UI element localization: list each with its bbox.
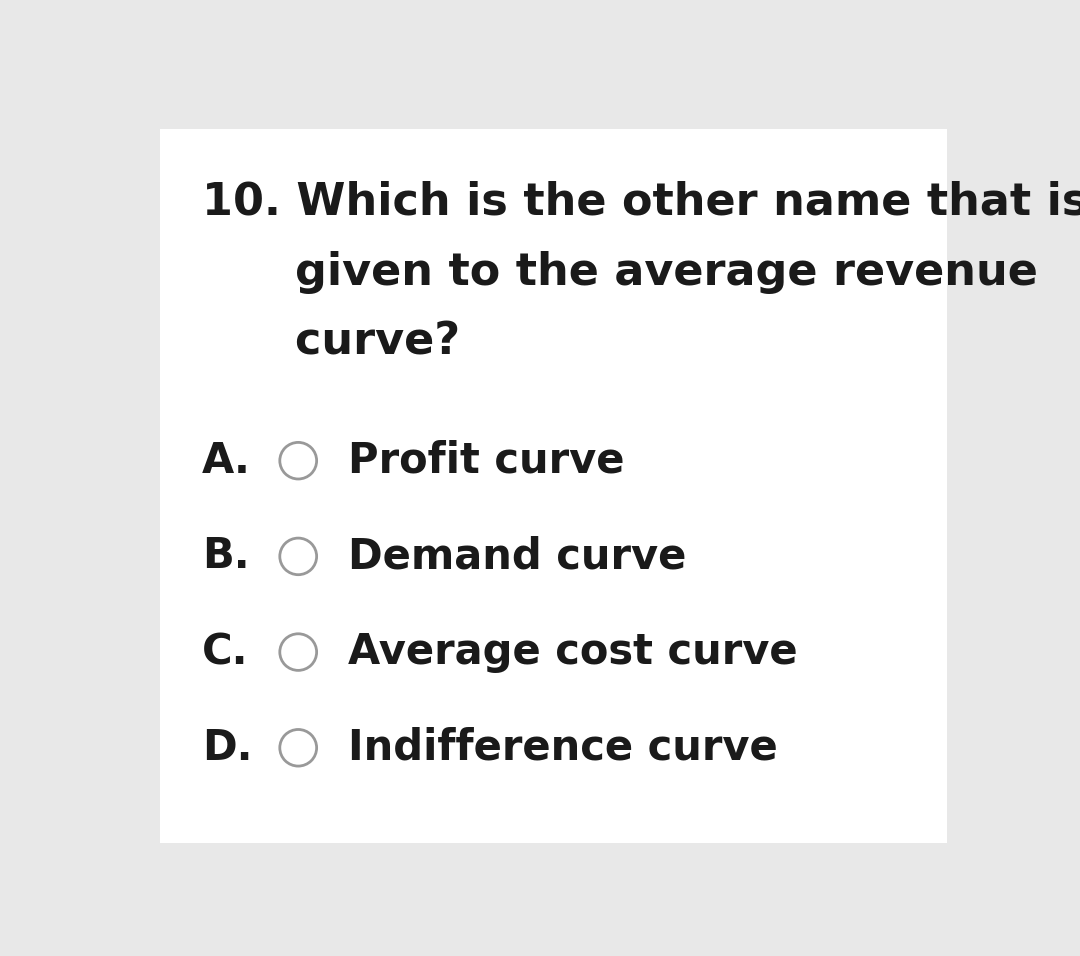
Text: curve?: curve? (202, 321, 460, 364)
FancyBboxPatch shape (160, 129, 947, 843)
Text: Average cost curve: Average cost curve (349, 631, 798, 673)
Text: C.: C. (202, 631, 248, 673)
Text: Demand curve: Demand curve (349, 535, 687, 577)
Text: Indifference curve: Indifference curve (349, 727, 779, 769)
Text: 10. Which is the other name that is: 10. Which is the other name that is (202, 181, 1080, 224)
Text: given to the average revenue: given to the average revenue (202, 250, 1038, 293)
Text: B.: B. (202, 535, 249, 577)
Text: A.: A. (202, 440, 251, 482)
Text: Profit curve: Profit curve (349, 440, 625, 482)
Text: D.: D. (202, 727, 253, 769)
